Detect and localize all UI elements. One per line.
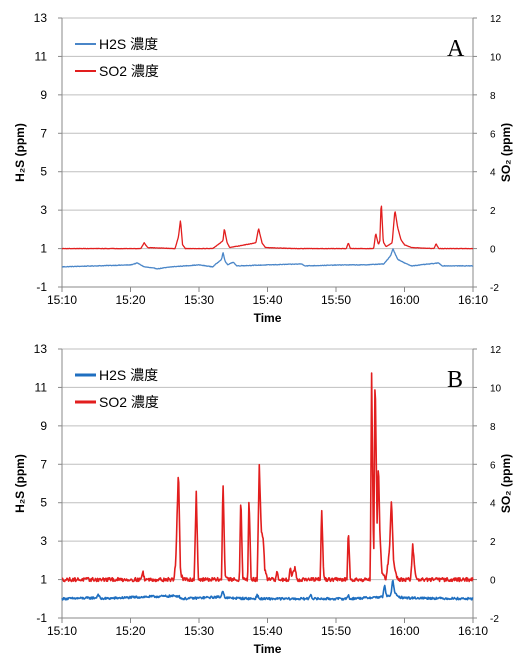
left-tick-label: 5 — [40, 165, 47, 179]
right-tick-label: 6 — [490, 460, 496, 471]
x-tick-label: 15:10 — [47, 624, 77, 638]
right-tick-label: 2 — [490, 537, 496, 548]
x-tick-label: 16:00 — [389, 293, 419, 307]
x-tick-label: 15:20 — [115, 624, 145, 638]
right-tick-label: 2 — [490, 206, 496, 217]
right-tick-label: -2 — [490, 614, 499, 625]
left-tick-label: -1 — [36, 611, 47, 625]
left-tick-label: 9 — [40, 419, 47, 433]
plot-area — [62, 18, 473, 287]
legend-label-h2s: H2S 濃度 — [99, 367, 158, 383]
left-tick-label: -1 — [36, 280, 47, 294]
left-tick-label: 3 — [40, 534, 47, 548]
x-tick-label: 15:40 — [252, 624, 282, 638]
x-tick-label: 16:10 — [458, 624, 488, 638]
right-tick-label: 10 — [490, 383, 502, 394]
x-axis-title: Time — [254, 311, 282, 325]
left-axis-title: H₂S (ppm) — [13, 454, 27, 513]
x-tick-label: 15:40 — [252, 293, 282, 307]
right-axis-title: SO₂ (ppm) — [499, 454, 513, 513]
right-tick-label: 8 — [490, 91, 496, 102]
legend-label-so2: SO2 濃度 — [99, 63, 159, 79]
x-axis-title: Time — [254, 642, 282, 656]
right-tick-label: 0 — [490, 576, 496, 587]
x-tick-label: 16:00 — [389, 624, 419, 638]
left-tick-label: 1 — [40, 242, 47, 256]
plot-area — [62, 349, 473, 618]
right-tick-label: 0 — [490, 245, 496, 256]
right-tick-label: 4 — [490, 168, 496, 179]
right-tick-label: 6 — [490, 129, 496, 140]
x-tick-label: 15:50 — [321, 624, 351, 638]
series-line-so2 — [61, 205, 474, 250]
left-tick-label: 7 — [40, 126, 47, 140]
x-tick-label: 16:10 — [458, 293, 488, 307]
right-tick-label: 12 — [490, 345, 502, 356]
left-tick-label: 7 — [40, 457, 47, 471]
left-axis-title: H₂S (ppm) — [13, 123, 27, 182]
right-tick-label: 12 — [490, 14, 502, 25]
left-tick-label: 11 — [35, 380, 48, 394]
left-tick-label: 9 — [40, 88, 47, 102]
left-tick-label: 3 — [40, 203, 47, 217]
left-tick-label: 5 — [40, 496, 47, 510]
x-tick-label: 15:30 — [184, 293, 214, 307]
series-line-h2s — [61, 248, 474, 270]
legend-label-so2: SO2 濃度 — [99, 394, 159, 410]
left-tick-label: 1 — [40, 573, 47, 587]
left-tick-label: 13 — [34, 11, 48, 25]
left-tick-label: 13 — [34, 342, 48, 356]
x-tick-label: 15:30 — [184, 624, 214, 638]
x-tick-label: 15:10 — [47, 293, 77, 307]
left-tick-label: 11 — [35, 49, 48, 63]
right-tick-label: 10 — [490, 52, 502, 63]
right-tick-label: 4 — [490, 499, 496, 510]
x-tick-label: 15:20 — [115, 293, 145, 307]
right-axis-title: SO₂ (ppm) — [499, 123, 513, 182]
legend-label-h2s: H2S 濃度 — [99, 36, 158, 52]
x-tick-label: 15:50 — [321, 293, 351, 307]
panel-letter: A — [447, 36, 465, 62]
panel-letter: B — [447, 367, 463, 393]
series-line-h2s — [61, 579, 474, 601]
series-line-so2 — [61, 372, 474, 583]
right-tick-label: -2 — [490, 283, 499, 294]
right-tick-label: 8 — [490, 422, 496, 433]
